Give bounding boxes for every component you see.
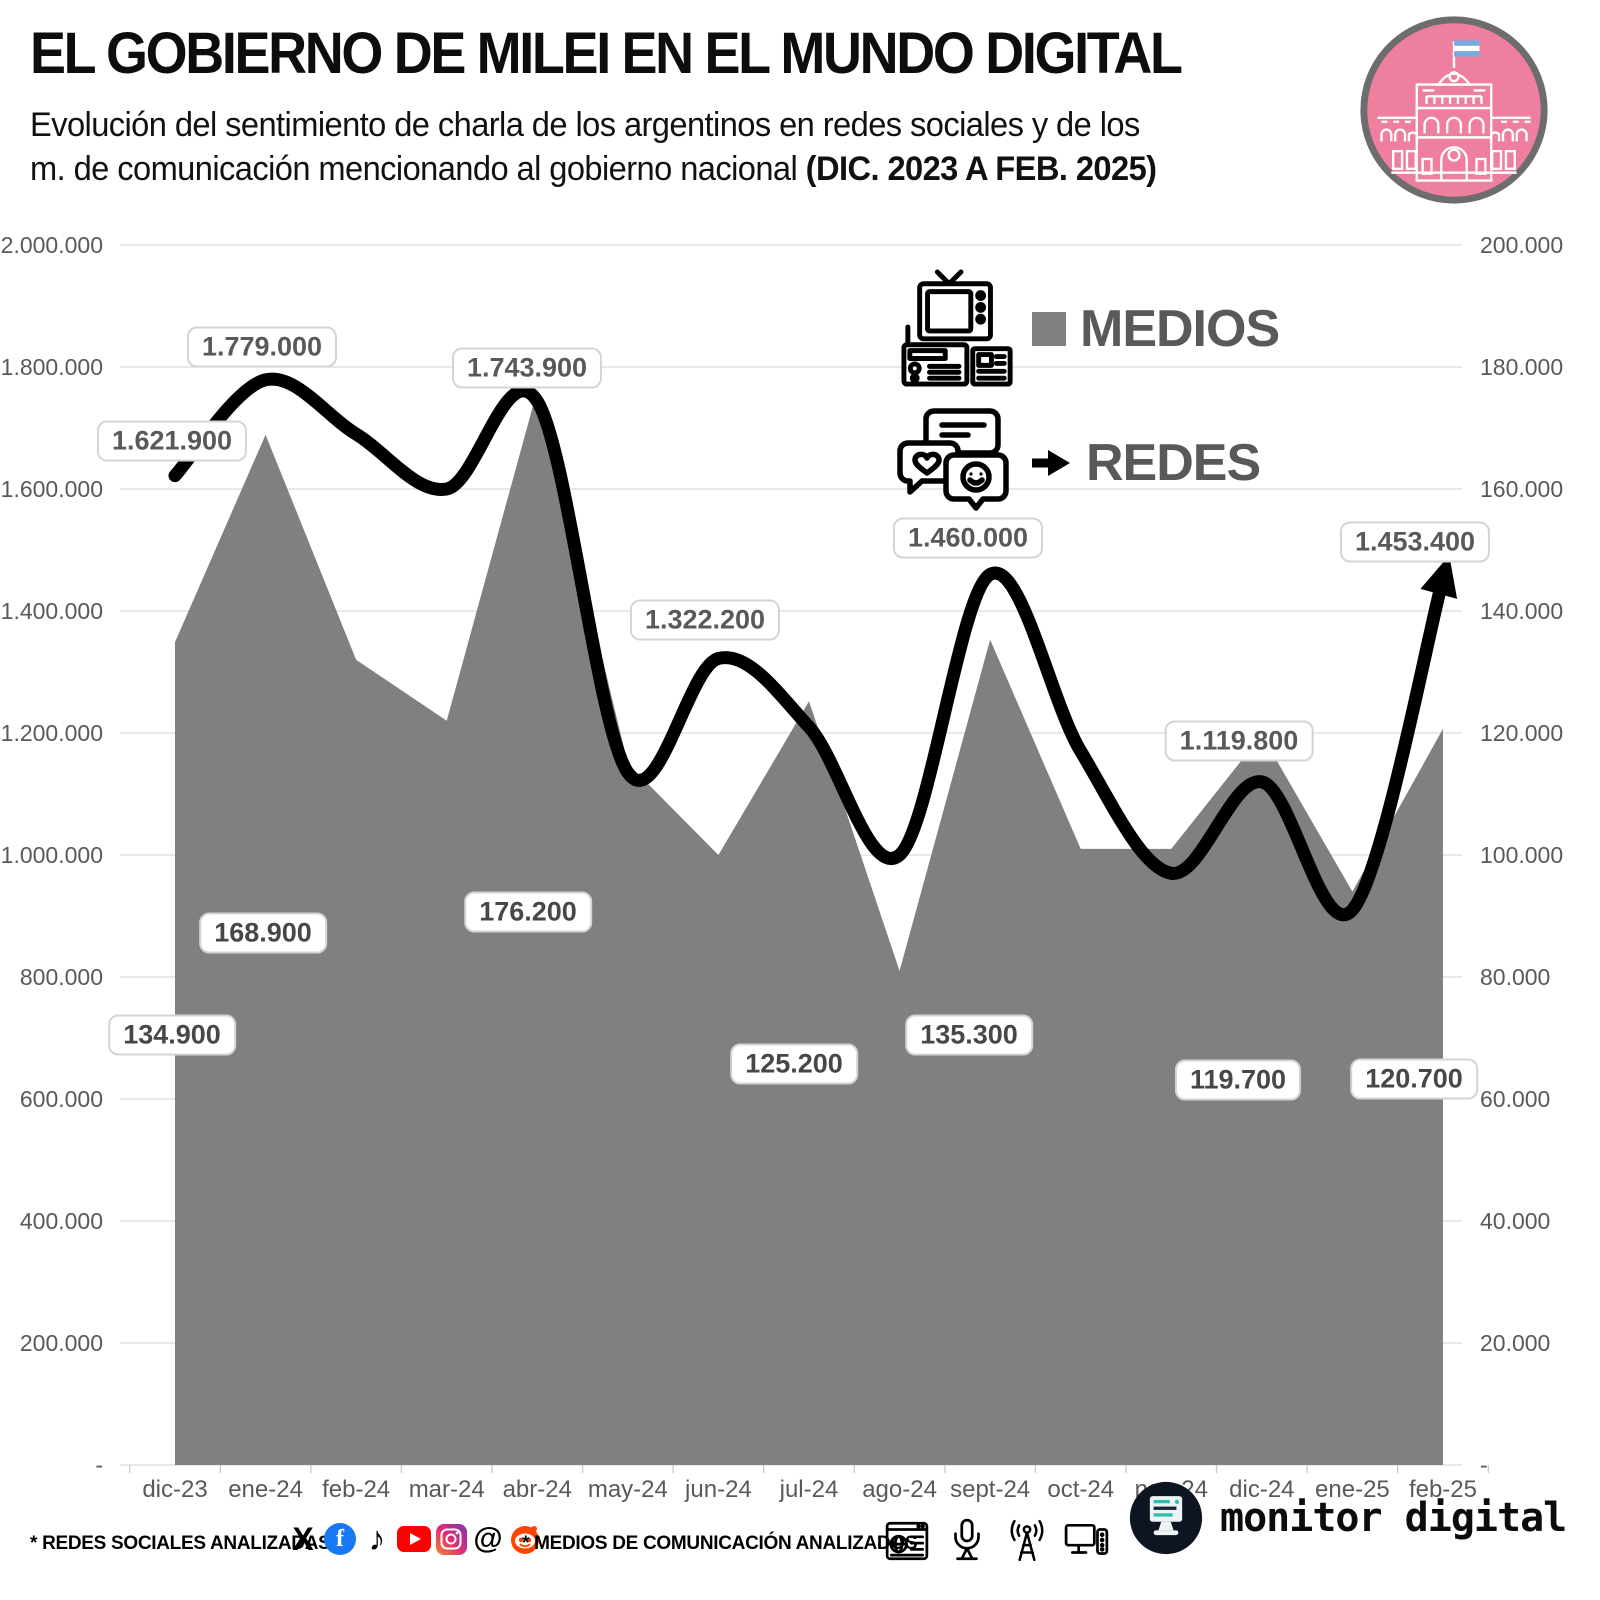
month-label: ago-24	[862, 1476, 937, 1503]
month-label: feb-24	[322, 1476, 390, 1503]
month-label: mar-24	[409, 1476, 485, 1503]
left-axis-label: 2.000.000	[1, 232, 103, 258]
right-axis-label: 20.000	[1480, 1330, 1550, 1356]
left-axis-label: 200.000	[20, 1330, 103, 1356]
left-axis-label: 800.000	[20, 964, 103, 990]
x-twitter-icon: X	[292, 1521, 314, 1557]
social-icons-row: X f ♪ @	[286, 1522, 542, 1556]
month-label: may-24	[588, 1476, 668, 1503]
month-label: oct-24	[1047, 1476, 1114, 1503]
legend-redes-label: REDES	[1086, 434, 1261, 492]
threads-icon: @	[473, 1522, 503, 1555]
right-axis-label: 200.000	[1480, 232, 1563, 258]
right-axis-label: 160.000	[1480, 476, 1563, 502]
month-label: dic-24	[1229, 1476, 1294, 1503]
left-axis-label: 600.000	[20, 1086, 103, 1112]
redes-line	[168, 372, 1450, 921]
redes-value-label: 1.621.900	[96, 420, 248, 462]
subtitle-line1: Evolución del sentimiento de charla de l…	[30, 106, 1140, 144]
left-axis-label: 400.000	[20, 1208, 103, 1234]
right-axis-label: -	[1480, 1452, 1488, 1478]
medios-value-label: 119.700	[1174, 1059, 1302, 1101]
facebook-icon: f	[323, 1522, 357, 1556]
brand-name: monitor digital	[1220, 1495, 1567, 1541]
month-label: feb-25	[1409, 1476, 1477, 1503]
casa-rosada-logo	[1360, 16, 1548, 204]
medios-value-label: 176.200	[464, 891, 592, 933]
right-axis-label: 140.000	[1480, 598, 1563, 624]
casa-rosada-lineart	[1377, 40, 1531, 182]
redes-arrow-icon	[1032, 450, 1070, 476]
legend-medios: MEDIOS	[900, 268, 1280, 390]
instagram-icon	[434, 1522, 468, 1556]
left-axis-label: 1.000.000	[1, 842, 103, 868]
legend-medios-label: MEDIOS	[1080, 300, 1280, 358]
medios-value-label: 134.900	[108, 1014, 236, 1056]
social-chat-icon	[897, 408, 1009, 511]
media-devices-icon	[901, 269, 1013, 387]
tiktok-icon: ♪	[368, 1520, 386, 1558]
medios-footnote: * MEDIOS DE COMUNICACIÓN ANALIZADOS	[522, 1533, 918, 1554]
redes-value-label: 1.460.000	[892, 517, 1044, 559]
left-axis-label: 1.400.000	[1, 598, 103, 624]
left-axis-label: 1.800.000	[1, 354, 103, 380]
medios-value-label: 120.700	[1350, 1058, 1478, 1100]
brand-logo: monitor digital	[1128, 1480, 1567, 1556]
right-axis-label: 100.000	[1480, 842, 1563, 868]
radio-antenna-icon	[1010, 1519, 1044, 1562]
tv-remote-icon	[1064, 1523, 1109, 1555]
month-label: ene-25	[1315, 1476, 1390, 1503]
month-label: ene-24	[228, 1476, 303, 1503]
microphone-icon	[954, 1518, 980, 1561]
web-news-icon	[885, 1521, 929, 1561]
redes-value-label: 1.743.900	[451, 347, 603, 389]
right-axis-label: 120.000	[1480, 720, 1563, 746]
medios-value-label: 168.900	[199, 912, 327, 954]
month-label: jun-24	[684, 1476, 752, 1503]
month-label: jul-24	[779, 1476, 839, 1503]
redes-value-label: 1.779.000	[186, 326, 338, 368]
redes-footnote: * REDES SOCIALES ANALIZADAS	[30, 1533, 331, 1554]
right-axis-label: 180.000	[1480, 354, 1563, 380]
redes-arrowhead	[1420, 555, 1458, 599]
youtube-icon	[397, 1522, 431, 1556]
redes-value-label: 1.119.800	[1164, 720, 1314, 762]
redes-value-label: 1.453.400	[1339, 521, 1491, 563]
redes-value-label: 1.322.200	[629, 599, 781, 641]
month-label: sept-24	[950, 1476, 1030, 1503]
legend-redes: REDES	[896, 400, 1261, 526]
medios-value-label: 125.200	[730, 1043, 858, 1085]
media-icons-row	[884, 1518, 1110, 1564]
reddit-icon	[508, 1522, 542, 1556]
subtitle-line2-regular: m. de comunicación mencionando al gobier…	[30, 150, 806, 188]
right-axis-label: 80.000	[1480, 964, 1550, 990]
medios-value-label: 135.300	[905, 1014, 1033, 1056]
medios-area	[175, 390, 1443, 1466]
medios-swatch	[1032, 312, 1066, 346]
right-axis-label: 60.000	[1480, 1086, 1550, 1112]
page-title: EL GOBIERNO DE MILEI EN EL MUNDO DIGITAL	[30, 21, 1183, 86]
month-label: dic-23	[142, 1476, 207, 1503]
right-axis-label: 40.000	[1480, 1208, 1550, 1234]
subtitle-date-range: (DIC. 2023 A FEB. 2025)	[805, 150, 1157, 188]
monitor-digital-icon	[1129, 1481, 1203, 1555]
left-axis-label: 1.600.000	[1, 476, 103, 502]
left-axis-label: 1.200.000	[1, 720, 103, 746]
month-label: abr-24	[503, 1476, 572, 1503]
subtitle-line2: m. de comunicación mencionando al gobier…	[30, 150, 1157, 189]
left-axis-label: -	[95, 1452, 103, 1478]
logo-circle	[1360, 16, 1548, 204]
